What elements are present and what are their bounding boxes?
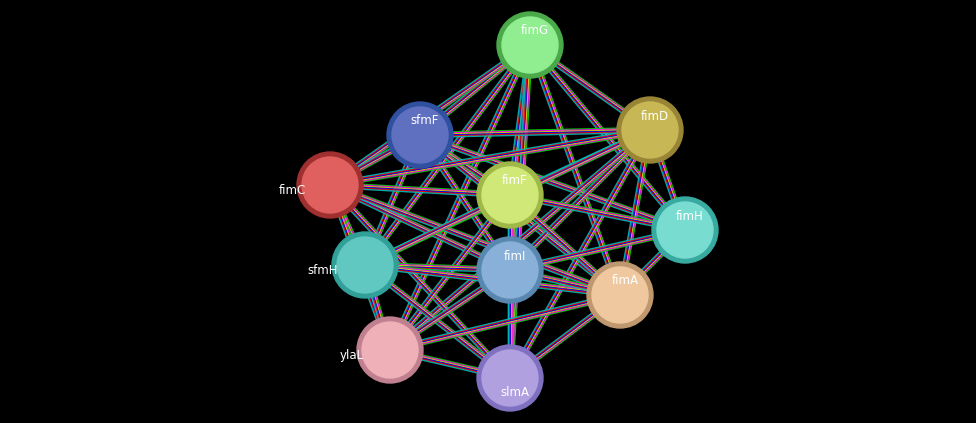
Text: sfmH: sfmH — [307, 264, 339, 277]
Circle shape — [502, 17, 558, 73]
Text: fimG: fimG — [521, 25, 549, 38]
Circle shape — [477, 345, 543, 411]
Text: sfmF: sfmF — [411, 115, 439, 127]
Circle shape — [302, 157, 358, 213]
Circle shape — [477, 237, 543, 303]
Circle shape — [622, 102, 678, 158]
Circle shape — [617, 97, 683, 163]
Circle shape — [482, 167, 538, 223]
Circle shape — [357, 317, 423, 383]
Circle shape — [587, 262, 653, 328]
Text: fimI: fimI — [504, 250, 526, 263]
Text: fimF: fimF — [503, 175, 528, 187]
Text: fimC: fimC — [278, 184, 305, 197]
Circle shape — [482, 350, 538, 406]
Circle shape — [297, 152, 363, 218]
Circle shape — [477, 162, 543, 228]
Circle shape — [362, 322, 418, 378]
Text: fimH: fimH — [676, 209, 704, 222]
Circle shape — [652, 197, 718, 263]
Circle shape — [392, 107, 448, 163]
Circle shape — [332, 232, 398, 298]
Circle shape — [482, 242, 538, 298]
Circle shape — [337, 237, 393, 293]
Text: fimA: fimA — [612, 275, 638, 288]
Circle shape — [387, 102, 453, 168]
Circle shape — [497, 12, 563, 78]
Text: slmA: slmA — [501, 385, 530, 398]
Text: fimD: fimD — [641, 110, 670, 123]
Text: ylaL: ylaL — [340, 349, 364, 362]
Circle shape — [592, 267, 648, 323]
Circle shape — [657, 202, 713, 258]
